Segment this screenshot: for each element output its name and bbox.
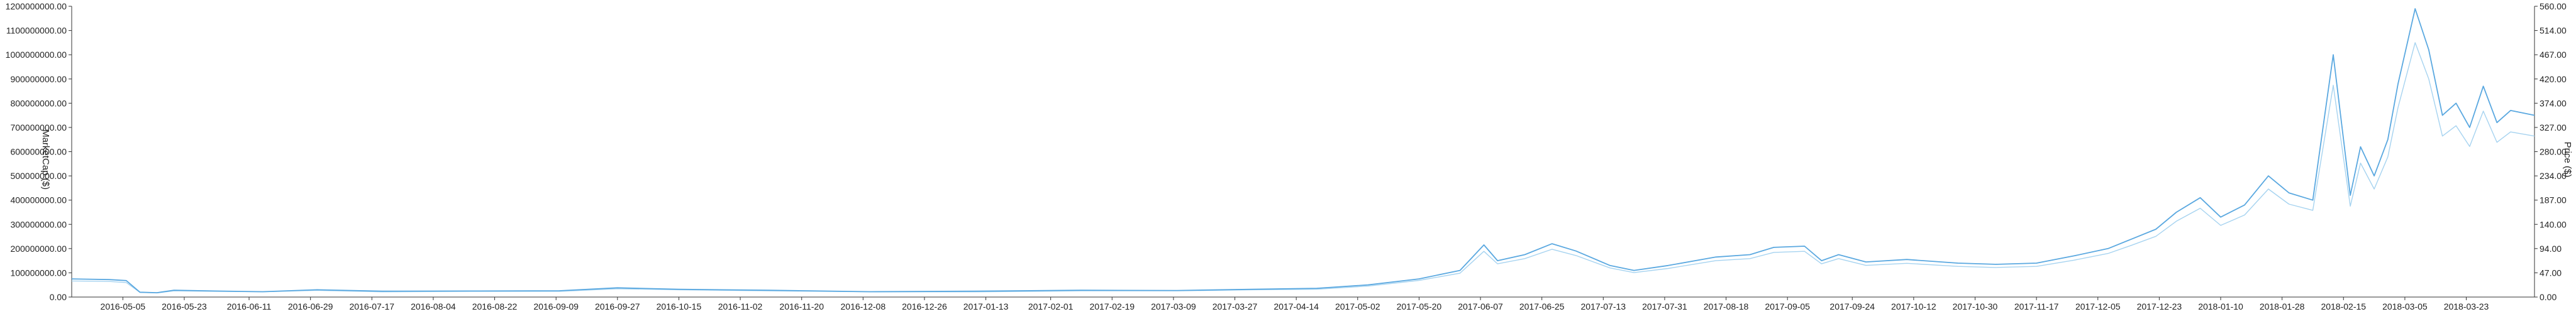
x-tick-label: 2017-02-01: [1028, 301, 1074, 311]
x-tick-label: 2017-01-13: [963, 301, 1009, 311]
left-tick-label: 700000000.00: [10, 122, 67, 133]
right-tick-label: 0.00: [2540, 292, 2557, 302]
left-tick-label: 1100000000.00: [6, 26, 67, 36]
right-tick-label: 374.00: [2540, 98, 2567, 108]
x-tick-label: 2018-02-15: [2321, 301, 2366, 311]
x-tick-label: 2016-09-27: [595, 301, 640, 311]
right-tick-label: 140.00: [2540, 219, 2567, 229]
left-tick-label: 400000000.00: [10, 195, 67, 205]
right-tick-label: 47.00: [2540, 268, 2562, 278]
x-tick-label: 2016-07-17: [349, 301, 394, 311]
x-tick-label: 2017-08-18: [1704, 301, 1749, 311]
x-tick-label: 2017-09-24: [1829, 301, 1875, 311]
x-tick-label: 2016-10-15: [657, 301, 702, 311]
x-tick-label: 2017-11-17: [2014, 301, 2059, 311]
right-tick-label: 280.00: [2540, 147, 2567, 157]
x-tick-label: 2018-01-28: [2260, 301, 2305, 311]
x-tick-label: 2016-09-09: [533, 301, 579, 311]
x-tick-label: 2017-04-14: [1274, 301, 1319, 311]
x-tick-label: 2016-08-04: [411, 301, 456, 311]
x-tick-label: 2018-03-23: [2444, 301, 2489, 311]
x-tick-label: 2017-12-23: [2137, 301, 2182, 311]
x-tick-label: 2017-03-27: [1213, 301, 1258, 311]
x-tick-label: 2016-08-22: [472, 301, 518, 311]
right-axis-title: Price ($): [2562, 142, 2573, 178]
left-tick-label: 800000000.00: [10, 98, 67, 108]
x-tick-label: 2017-10-30: [1953, 301, 1998, 311]
left-tick-label: 0.00: [50, 292, 67, 302]
left-tick-label: 600000000.00: [10, 147, 67, 157]
x-tick-label: 2016-06-29: [288, 301, 333, 311]
right-tick-label: 467.00: [2540, 50, 2567, 60]
x-tick-label: 2017-03-09: [1151, 301, 1196, 311]
right-tick-label: 420.00: [2540, 74, 2567, 84]
left-tick-label: 500000000.00: [10, 171, 67, 181]
left-axis-title: MarketCap ($): [40, 129, 51, 190]
x-tick-label: 2017-02-19: [1089, 301, 1135, 311]
right-tick-label: 234.00: [2540, 171, 2567, 181]
x-tick-label: 2016-11-20: [779, 301, 824, 311]
x-tick-label: 2017-06-07: [1458, 301, 1503, 311]
left-tick-label: 900000000.00: [10, 74, 67, 84]
x-tick-label: 2017-06-25: [1519, 301, 1565, 311]
right-tick-label: 560.00: [2540, 1, 2567, 11]
axes-layer: 0.00 100000000.00 200000000.00 300000000.00…: [6, 1, 2567, 311]
x-tick-label: 2016-12-26: [902, 301, 947, 311]
x-tick-label: 2017-12-05: [2075, 301, 2121, 311]
x-tick-label: 2016-05-05: [101, 301, 146, 311]
x-tick-label: 2017-05-20: [1397, 301, 1442, 311]
x-tick-label: 2016-12-08: [841, 301, 886, 311]
x-tick-label: 2017-07-13: [1580, 301, 1626, 311]
left-tick-label: 300000000.00: [10, 219, 67, 229]
marketcap-series-line: [71, 8, 2535, 293]
x-tick-label: 2017-09-05: [1765, 301, 1810, 311]
x-tick-label: 2018-03-05: [2382, 301, 2428, 311]
x-tick-label: 2018-01-10: [2198, 301, 2243, 311]
right-tick-label: 94.00: [2540, 244, 2562, 254]
left-tick-label: 1000000000.00: [6, 50, 67, 60]
x-tick-label: 2017-10-12: [1891, 301, 1936, 311]
left-tick-label: 1200000000.00: [6, 1, 67, 11]
x-tick-label: 2016-05-23: [162, 301, 207, 311]
left-tick-label: 100000000.00: [10, 268, 67, 278]
x-tick-label: 2017-05-02: [1335, 301, 1380, 311]
series-layer: [71, 8, 2535, 294]
right-tick-label: 187.00: [2540, 195, 2567, 205]
left-tick-label: 200000000.00: [10, 244, 67, 254]
x-tick-label: 2017-07-31: [1642, 301, 1687, 311]
price-series-line: [71, 42, 2535, 294]
right-tick-label: 327.00: [2540, 122, 2567, 133]
x-tick-label: 2016-06-11: [227, 301, 272, 311]
x-tick-label: 2016-11-02: [718, 301, 763, 311]
right-tick-label: 514.00: [2540, 26, 2567, 36]
